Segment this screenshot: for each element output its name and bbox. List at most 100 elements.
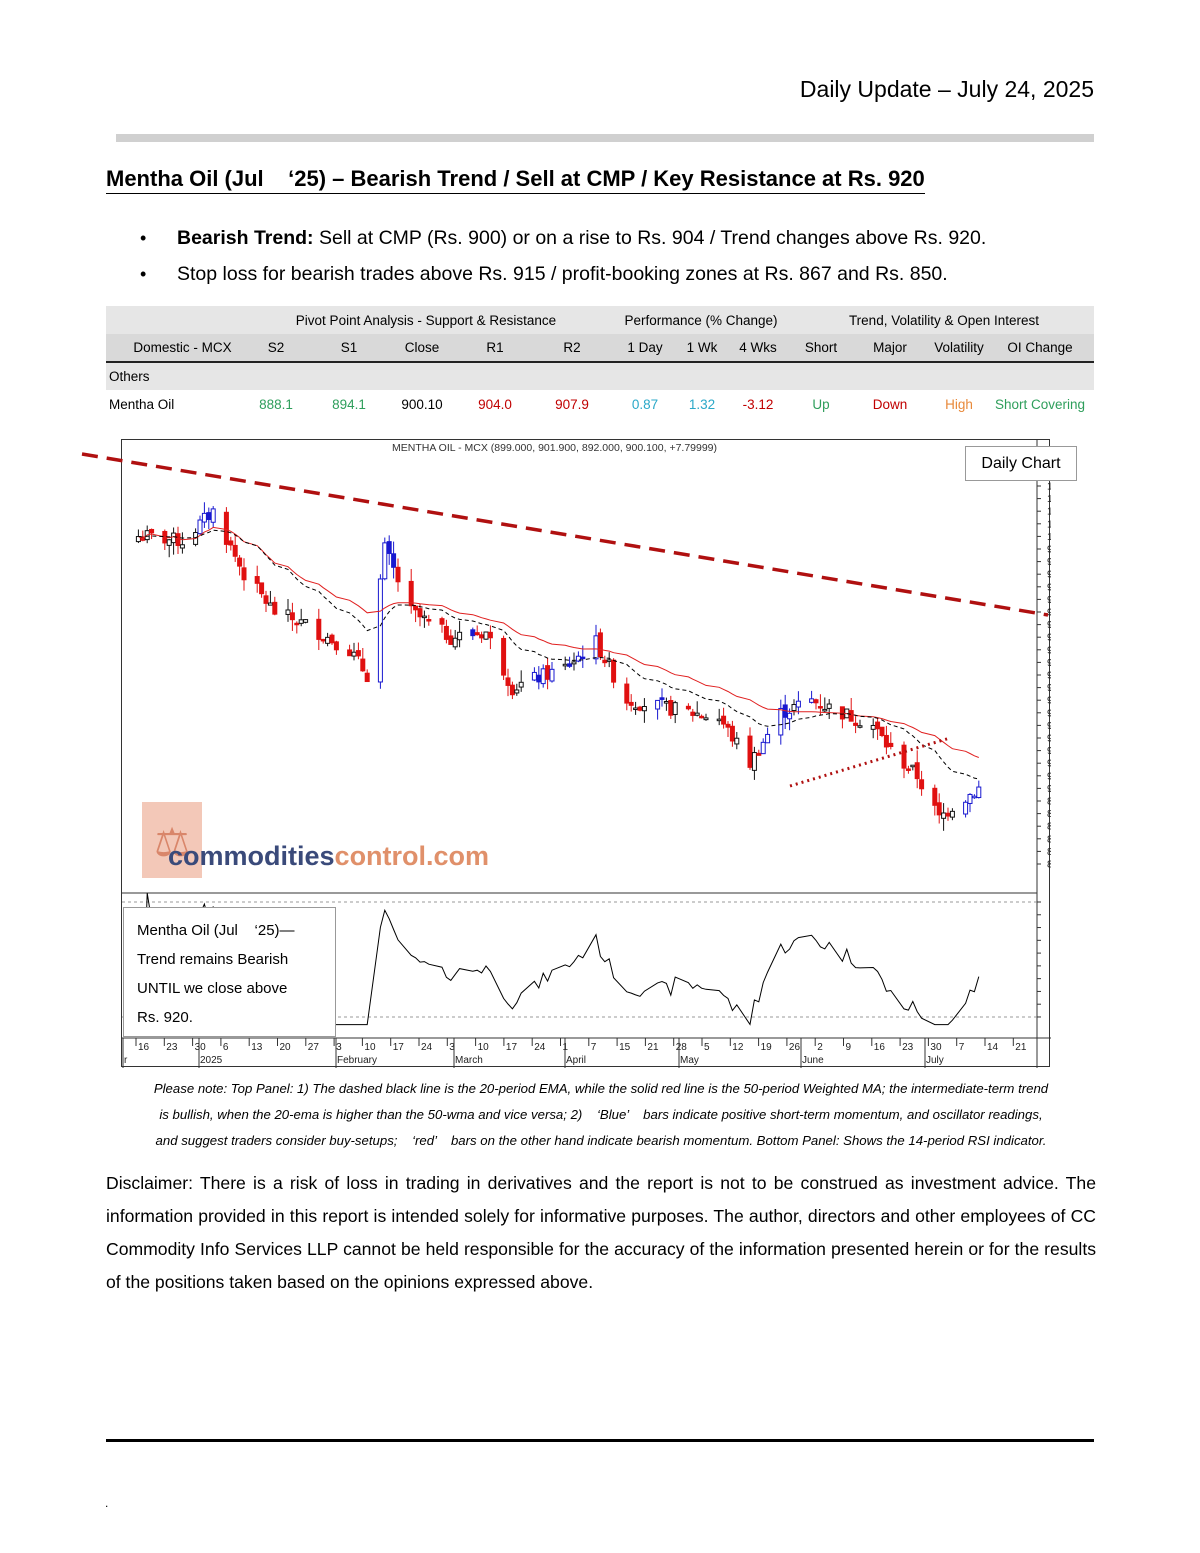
cell-close: 900.10 — [401, 396, 443, 412]
candle-body — [848, 710, 854, 722]
candle-body — [932, 787, 938, 806]
candle-body — [413, 605, 419, 611]
date-tick-label: 14 — [987, 1042, 999, 1053]
price-tick-label: 1005 — [1047, 519, 1051, 530]
candle-body — [210, 508, 216, 523]
candle-body — [254, 576, 260, 584]
candle-body — [171, 532, 177, 544]
group-header-trend: Trend, Volatility & Open Interest — [794, 306, 1094, 334]
table-column-header-row: Domestic - MCX S2 S1 Close R1 R2 1 Day 1… — [106, 334, 1094, 363]
date-tick-label: 16 — [138, 1042, 150, 1053]
col-header: OI Change — [986, 334, 1094, 363]
candle-body — [289, 612, 295, 621]
price-tick-label: 930 — [1047, 708, 1051, 719]
candle-body — [633, 707, 639, 711]
price-tick-label: 885 — [1047, 822, 1051, 833]
candle-body — [562, 663, 568, 667]
month-label: April — [566, 1055, 586, 1066]
col-header: 1 Day — [608, 334, 682, 363]
table-row: Mentha Oil 888.1 894.1 900.10 904.0 907.… — [106, 390, 1094, 418]
candle-body — [826, 703, 832, 709]
candle-body — [272, 601, 278, 615]
candle-body — [725, 723, 731, 728]
bullet-stop-loss: Stop loss for bearish trades above Rs. 9… — [140, 256, 986, 292]
table-group-header-row: Pivot Point Analysis - Support & Resista… — [106, 306, 1094, 334]
price-tick-label: 980 — [1047, 582, 1051, 593]
candle-body — [518, 681, 524, 688]
date-tick-label: 10 — [364, 1042, 376, 1053]
price-tick-label: 955 — [1047, 645, 1051, 656]
candle-body — [285, 609, 291, 615]
month-label: r — [124, 1055, 128, 1066]
footer-divider — [106, 1439, 1094, 1442]
col-header: S2 — [244, 334, 308, 363]
chart-header: MENTHA OIL - MCX (899.000, 901.900, 892.… — [392, 442, 717, 454]
cell-4wks: -3.12 — [742, 396, 774, 412]
candle-body — [663, 701, 669, 704]
group-header-empty — [106, 306, 244, 334]
date-tick-label: 24 — [534, 1042, 546, 1053]
wma-50-line — [138, 526, 979, 758]
candle-body — [699, 715, 705, 719]
cell-1day: 0.87 — [631, 396, 659, 412]
price-tick-label: 895 — [1047, 797, 1051, 808]
candle-body — [888, 742, 894, 748]
price-tick-label: 995 — [1047, 545, 1051, 556]
header-divider — [116, 134, 1094, 142]
candle-body — [672, 702, 678, 715]
candle-body — [452, 637, 458, 648]
candle-body — [417, 608, 423, 618]
date-axis: 1623306132027310172431017241715212851219… — [122, 1038, 1027, 1068]
price-axis: 1020101510101005100099599098598097597096… — [1037, 482, 1051, 871]
month-label: March — [455, 1055, 483, 1066]
price-tick-label: 935 — [1047, 696, 1051, 707]
candle-body — [879, 726, 885, 736]
report-date: Daily Update – July 24, 2025 — [799, 76, 1094, 102]
price-tick-label: 925 — [1047, 721, 1051, 732]
candle-body — [487, 631, 493, 639]
candle-body — [606, 659, 612, 662]
candle-body — [479, 634, 485, 639]
candle-body — [905, 768, 911, 771]
candle-body — [883, 734, 889, 748]
col-header: R1 — [454, 334, 536, 363]
candle-body — [795, 700, 801, 708]
candle-body — [179, 544, 185, 549]
date-tick-label: 7 — [591, 1042, 597, 1053]
candle-body — [540, 668, 546, 685]
svg-text:⚖: ⚖ — [154, 820, 190, 866]
date-tick-label: 17 — [393, 1042, 405, 1053]
candle-body — [536, 674, 542, 683]
candle-body — [941, 812, 947, 819]
candle-body — [232, 544, 238, 557]
date-tick-label: 2 — [817, 1042, 823, 1053]
candle-body — [945, 812, 951, 817]
col-header: Close — [390, 334, 454, 363]
candle-body — [201, 512, 207, 523]
candle-body — [734, 737, 740, 745]
price-tick-label: 985 — [1047, 570, 1051, 581]
candle-body — [853, 722, 859, 726]
candle-body — [303, 619, 309, 623]
candle-body — [325, 636, 331, 644]
candle-body — [721, 715, 727, 725]
col-header: Volatility — [932, 334, 986, 363]
candle-body — [976, 786, 982, 799]
candle-body — [509, 684, 515, 696]
candle-body — [751, 752, 757, 771]
pivot-table: Pivot Point Analysis - Support & Resista… — [106, 306, 1094, 418]
price-tick-label: 870 — [1047, 860, 1051, 871]
price-tick-label: 950 — [1047, 658, 1051, 669]
candle-body — [298, 619, 304, 624]
cell-volatility: High — [945, 396, 973, 412]
candle-body — [875, 721, 881, 730]
candle-body — [175, 533, 181, 547]
rsi-axis: 70656055504540353025 — [1037, 901, 1041, 1018]
candle-body — [545, 665, 551, 680]
price-tick-label: 905 — [1047, 771, 1051, 782]
candle-body — [197, 519, 203, 535]
date-tick-label: 12 — [732, 1042, 744, 1053]
candle-body — [760, 741, 766, 755]
candle-body — [360, 658, 366, 672]
candle-body — [703, 717, 709, 721]
